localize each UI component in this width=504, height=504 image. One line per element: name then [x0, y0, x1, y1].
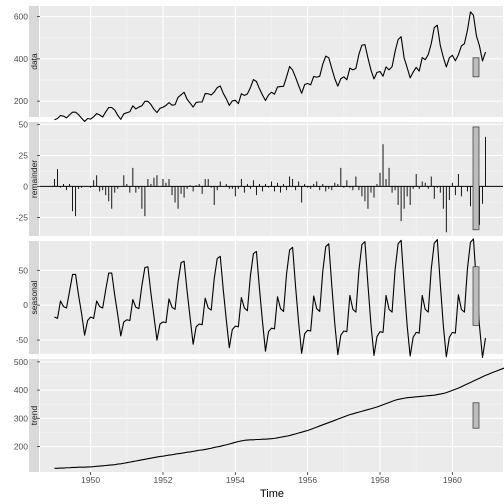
chart-panels: data200400600remainder-2502550seasonal-5…: [14, 6, 504, 472]
y-tick-label-trend: 500: [14, 357, 28, 367]
strip-label-data: data: [29, 53, 39, 70]
strip-label-trend: trend: [29, 406, 39, 426]
y-tick-label-remainder: -25: [16, 212, 29, 222]
y-tick-label-seasonal: 50: [19, 265, 29, 275]
series-line-data: [54, 11, 487, 122]
y-tick-label-data: 400: [14, 54, 28, 64]
y-tick-label-trend: 400: [14, 385, 28, 395]
y-tick-label-trend: 300: [14, 413, 28, 423]
strip-trend: [29, 359, 39, 472]
x-tick-label: 1950: [81, 475, 100, 485]
x-tick-label: 1952: [154, 475, 173, 485]
panel-data: data 200 400 600: [14, 6, 503, 122]
strip-remainder: [29, 122, 39, 236]
strip-label-remainder: remainder: [29, 160, 39, 198]
x-axis: 1950 1952 1954 1956 1958 1960: [81, 472, 462, 485]
panel-trend: trend 200 300 400 500: [14, 357, 504, 472]
strip-data: [29, 6, 39, 117]
range-bar-remainder: [472, 126, 480, 231]
y-tick-label-remainder: 50: [19, 119, 29, 129]
range-bar-seasonal: [472, 266, 480, 326]
x-tick-label: 1956: [298, 475, 317, 485]
y-tick-label-seasonal: 0: [23, 300, 28, 310]
y-tick-label-remainder: 0: [23, 181, 28, 191]
panel-remainder: remainder -25 0 25 50: [16, 119, 503, 236]
strip-label-seasonal: seasonal: [29, 280, 39, 314]
series-line-seasonal: [54, 238, 487, 359]
range-bar-data: [472, 57, 480, 78]
x-tick-label: 1958: [371, 475, 390, 485]
y-tick-label-seasonal: -50: [16, 335, 29, 345]
y-tick-label-data: 600: [14, 12, 28, 22]
y-tick-label-trend: 200: [14, 442, 28, 452]
x-tick-label: 1954: [226, 475, 245, 485]
strip-seasonal: [29, 241, 39, 354]
y-tick-label-data: 200: [14, 96, 28, 106]
panel-seasonal: seasonal -50 0 50: [16, 238, 503, 359]
series-line-trend: [54, 367, 504, 469]
range-bar-trend: [472, 402, 480, 429]
y-tick-label-remainder: 25: [19, 150, 29, 160]
x-tick-label: 1960: [443, 475, 462, 485]
x-axis-title: Time: [260, 488, 284, 500]
